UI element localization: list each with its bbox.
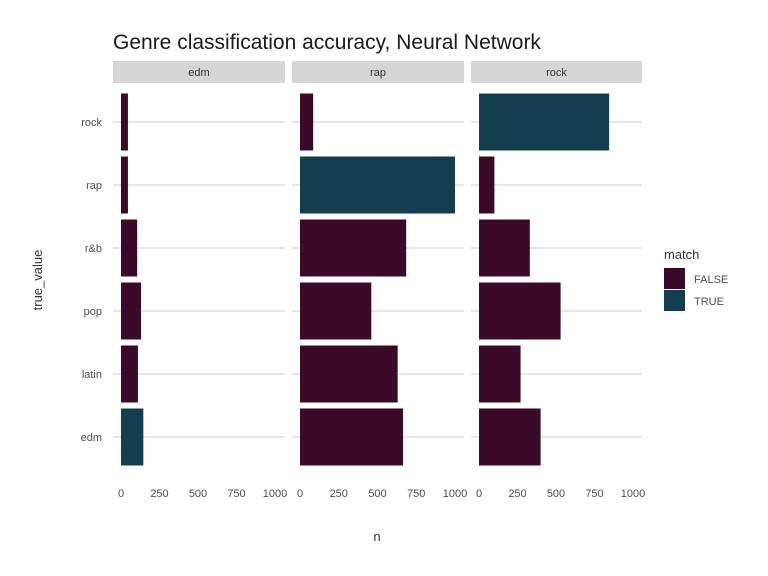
y-tick-label: rock — [81, 117, 102, 129]
bar-rap-rb — [300, 219, 407, 277]
bar-edm-edm — [121, 408, 144, 466]
y-tick-label: pop — [84, 306, 102, 318]
x-tick-label: 0 — [297, 488, 303, 500]
bar-edm-pop — [121, 282, 142, 340]
chart-title: Genre classification accuracy, Neural Ne… — [113, 31, 541, 54]
facet-strip — [113, 61, 285, 83]
legend-label-false: FALSE — [694, 274, 728, 286]
x-tick-label: 1000 — [621, 488, 645, 500]
bar-rock-rock — [479, 93, 610, 151]
x-tick-label: 250 — [150, 488, 168, 500]
x-tick-label: 750 — [585, 488, 603, 500]
x-tick-label: 1000 — [443, 488, 467, 500]
x-tick-label: 0 — [118, 488, 124, 500]
bar-rock-edm — [479, 408, 541, 466]
y-tick-label: rap — [86, 180, 102, 192]
y-axis-label: true_value — [30, 250, 45, 311]
x-tick-label: 500 — [189, 488, 207, 500]
facet-panels: edm 0 250 500 750 1000 rap 0 250 500 750 1000 rock 0 2… — [81, 61, 645, 500]
legend-label-true: TRUE — [694, 296, 724, 308]
legend: match FALSE TRUE — [664, 247, 728, 311]
bar-rap-rock — [300, 93, 314, 151]
facet-strip-label: edm — [188, 67, 209, 79]
facet-rap: rap 0 250 500 750 1000 — [292, 61, 467, 500]
facet-edm: edm 0 250 500 750 1000 — [113, 61, 287, 500]
x-tick-label: 1000 — [263, 488, 287, 500]
y-tick-label: latin — [82, 369, 102, 381]
bar-rap-latin — [300, 345, 398, 403]
bar-edm-rap — [121, 156, 128, 214]
bar-rock-rb — [479, 219, 530, 277]
facet-strip — [292, 61, 464, 83]
bar-edm-rb — [121, 219, 138, 277]
legend-title: match — [664, 247, 699, 262]
bar-rap-pop — [300, 282, 372, 340]
y-tick-label: edm — [81, 432, 102, 444]
bar-rap-edm — [300, 408, 404, 466]
x-tick-label: 250 — [508, 488, 526, 500]
legend-key-false — [664, 268, 685, 289]
x-axis-label: n — [373, 529, 380, 544]
bar-rock-pop — [479, 282, 561, 340]
y-tick-label: r&b — [85, 243, 102, 255]
facet-strip-label: rap — [370, 67, 386, 79]
legend-key-true — [664, 290, 685, 311]
x-tick-label: 500 — [368, 488, 386, 500]
bar-rock-latin — [479, 345, 521, 403]
bar-edm-rock — [121, 93, 128, 151]
x-tick-label: 750 — [407, 488, 425, 500]
bar-rock-rap — [479, 156, 495, 214]
facet-rock: rock 0 250 500 750 1000 — [471, 61, 645, 500]
facet-strip-label: rock — [546, 67, 567, 79]
x-tick-label: 0 — [476, 488, 482, 500]
x-tick-label: 250 — [330, 488, 348, 500]
x-tick-label: 500 — [547, 488, 565, 500]
bar-edm-latin — [121, 345, 138, 403]
bar-rap-rap — [300, 156, 455, 214]
facet-strip — [471, 61, 642, 83]
x-tick-label: 750 — [227, 488, 245, 500]
